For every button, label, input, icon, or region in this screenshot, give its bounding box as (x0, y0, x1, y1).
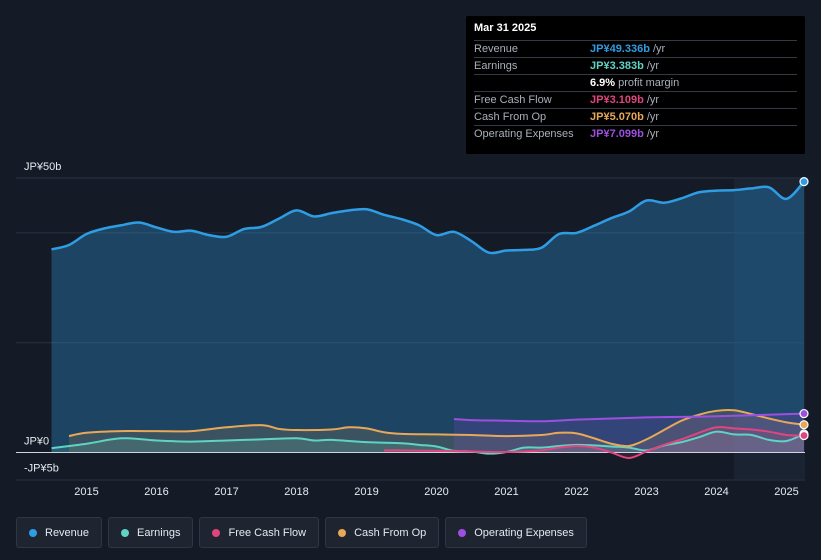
x-tick-label: 2025 (774, 486, 798, 498)
y-label-zero: JP¥0 (24, 436, 49, 448)
x-tick-label: 2018 (284, 486, 308, 498)
legend-item-cash-from-op[interactable]: Cash From Op (325, 517, 440, 548)
tooltip-row-unit: profit margin (618, 77, 680, 89)
tooltip-row: 6.9% profit margin (474, 74, 797, 91)
tooltip-row: Revenue JP¥49.336b/yr (474, 40, 797, 57)
earnings-area (51, 431, 804, 454)
data-tooltip: Mar 31 2025 Revenue JP¥49.336b/yr Earnings… (466, 16, 805, 154)
series-areas (51, 181, 804, 459)
opex-line (453, 412, 805, 423)
tooltip-row: Operating Expenses JP¥7.099b/yr (474, 125, 797, 142)
tooltip-row-label: Earnings (474, 60, 518, 72)
revenue-area (51, 181, 804, 453)
revenue-end-dot (799, 177, 809, 187)
x-tick-label: 2019 (354, 486, 378, 498)
legend-label: Operating Expenses (474, 526, 574, 539)
x-tick-label: 2020 (424, 486, 448, 498)
legend-dot-icon (212, 528, 221, 537)
tooltip-row-value: JP¥5.070b (590, 111, 644, 123)
tooltip-row-unit: /yr (646, 128, 660, 140)
tooltip-row-unit: /yr (646, 60, 660, 72)
tooltip-row-label: Free Cash Flow (474, 94, 552, 106)
series-end-markers (799, 177, 809, 441)
legend-label: Free Cash Flow (228, 526, 307, 539)
legend-dot-icon (29, 528, 37, 537)
x-tick-label: 2017 (214, 486, 238, 498)
opex-area (454, 413, 804, 453)
financial-chart: JP¥50b JP¥0 -JP¥5b 2015 2016 2017 2018 2019 2… (16, 161, 809, 498)
legend-label: Cash From Op (354, 526, 427, 539)
legend-dot-icon (338, 528, 347, 537)
x-tick-label: 2016 (144, 486, 168, 498)
cfo-end-dot (799, 420, 809, 430)
x-tick-label: 2022 (564, 486, 588, 498)
x-tick-label: 2023 (634, 486, 658, 498)
tooltip-row-unit: /yr (652, 43, 666, 55)
chart-legend: Revenue Earnings Free Cash Flow Cash From O… (16, 517, 587, 548)
legend-dot-icon (121, 528, 130, 537)
legend-item-earnings[interactable]: Earnings (108, 517, 194, 548)
revenue-line (51, 180, 805, 255)
y-label-top: JP¥50b (24, 161, 61, 173)
fcf-end-dot (799, 430, 809, 441)
tooltip-row-unit: /yr (646, 111, 660, 123)
x-tick-label: 2021 (494, 486, 518, 498)
tooltip-row: Earnings JP¥3.383b/yr (474, 57, 797, 74)
legend-label: Revenue (45, 526, 90, 539)
tooltip-row-label: Revenue (474, 43, 519, 55)
tooltip-row: Free Cash Flow JP¥3.109b/yr (474, 91, 797, 108)
tooltip-row-value: JP¥3.383b (590, 60, 644, 72)
tooltip-date: Mar 31 2025 (474, 22, 537, 34)
x-tick-label: 2015 (74, 486, 98, 498)
tooltip-row-unit: /yr (646, 94, 660, 106)
tooltip-row: Cash From Op JP¥5.070b/yr (474, 108, 797, 125)
legend-dot-icon (458, 528, 467, 537)
legend-label: Earnings (137, 526, 181, 539)
tooltip-row-value: JP¥7.099b (590, 128, 644, 140)
tooltip-row-value: 6.9% (590, 77, 616, 89)
legend-item-operating-expenses[interactable]: Operating Expenses (445, 517, 587, 548)
x-axis-ticks: 2015 2016 2017 2018 2019 2020 2021 2022 2023 2024… (74, 486, 798, 498)
legend-item-revenue[interactable]: Revenue (16, 517, 103, 548)
fcf-area (384, 427, 804, 459)
tooltip-row-label: Operating Expenses (474, 128, 574, 140)
opex-end-dot (799, 408, 809, 419)
x-tick-label: 2024 (704, 486, 728, 498)
legend-item-free-cash-flow[interactable]: Free Cash Flow (199, 517, 320, 548)
tooltip-row-label (474, 75, 590, 91)
tooltip-row-value: JP¥3.109b (590, 94, 644, 106)
cfo-line (68, 409, 805, 448)
cfo-area (69, 410, 804, 453)
tooltip-row-label: Cash From Op (474, 111, 547, 123)
y-label-bottom: -JP¥5b (24, 463, 59, 475)
series-lines (51, 180, 805, 460)
fcf-line (383, 426, 805, 460)
tooltip-row-value: JP¥49.336b (590, 43, 650, 55)
